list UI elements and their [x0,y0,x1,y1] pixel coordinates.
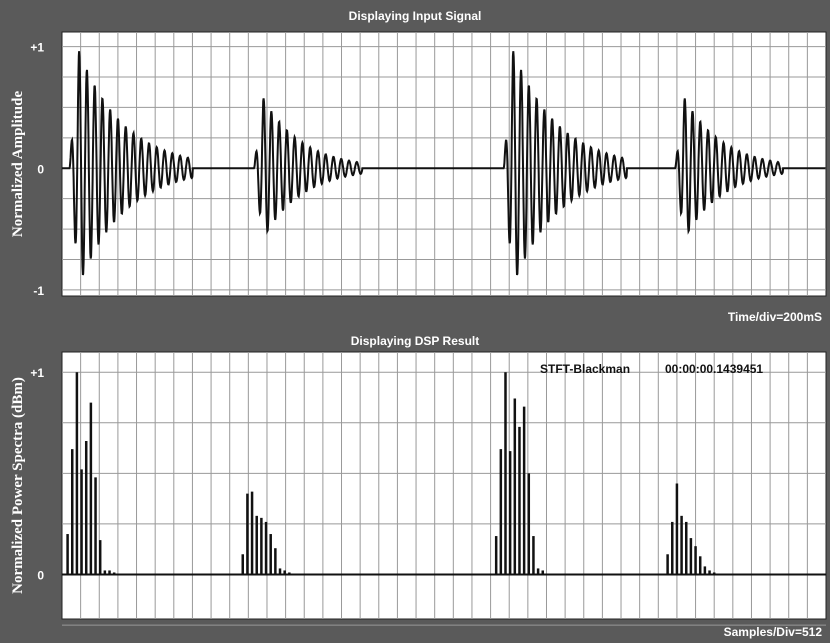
input-signal-panel: Displaying Input Signal Normalized Amplit… [10,9,827,324]
input-signal-chart: Displaying Input Signal Normalized Amplit… [10,9,827,324]
x-axis-label: Samples/Div=512 [724,625,823,639]
dsp-result-chart: Displaying DSP Result Normalized Power Sp… [10,334,827,639]
dsp-result-panel: Displaying DSP Result Normalized Power Sp… [0,330,830,643]
y-tick-label: 0 [37,569,44,583]
annotation: STFT-Blackman 00:00:00.1439451 [540,362,763,376]
y-tick-label: 0 [37,162,44,176]
y-tick-label: -1 [33,284,44,298]
y-tick-label: +1 [30,41,44,55]
chart-title: Displaying DSP Result [351,334,479,348]
y-axis-label: Normalized Amplitude [10,91,26,238]
plot-area [61,351,827,620]
x-axis-label: Time/div=200mS [728,310,822,324]
annotation-method: STFT-Blackman [540,362,630,376]
signal-trace [62,51,826,276]
y-axis-label: Normalized Power Spectra (dBm) [10,377,26,594]
chart-title: Displaying Input Signal [349,9,482,23]
y-tick-label: +1 [30,366,44,380]
annotation-time: 00:00:00.1439451 [665,362,763,376]
plot-area [61,31,827,297]
